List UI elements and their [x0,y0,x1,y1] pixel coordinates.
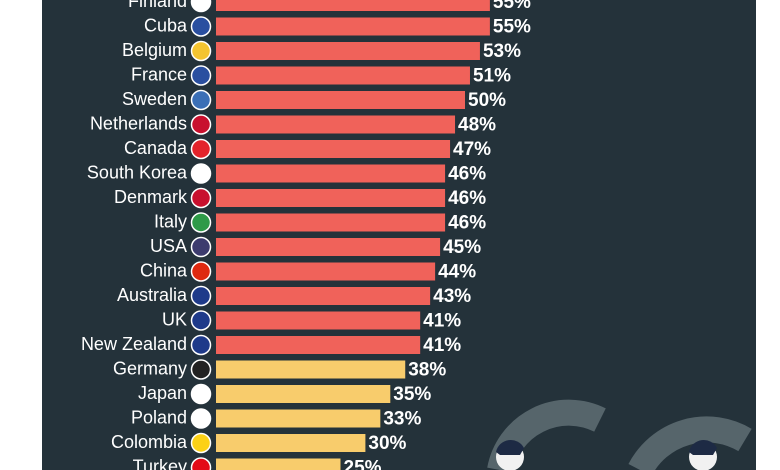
flag-icon [190,212,212,233]
flag-icon [190,334,212,356]
flag-icon [190,65,212,86]
flag-icon [190,310,212,331]
value-label: 55% [493,0,531,13]
bar [216,287,431,305]
category-label: Belgium [122,40,187,60]
flag-icon [190,163,212,184]
value-label: 51% [473,66,511,87]
bar [216,238,441,256]
category-label: Germany [113,358,187,378]
category-label: UK [162,309,187,329]
flag-icon [190,16,212,37]
bar [216,360,406,379]
value-label: 41% [423,335,461,356]
category-label: France [131,64,187,84]
bar [216,213,446,232]
flag-icon [190,89,212,111]
value-label: 43% [433,286,471,307]
bar [216,262,436,281]
category-label: China [140,260,188,280]
bars: Finland 55% Cuba 55% Belgium 53% France 51% Swed… [81,0,531,470]
value-label: 50% [468,90,506,111]
value-label: 53% [483,41,521,62]
value-label: 38% [408,360,446,381]
flag-icon [190,236,212,258]
decor-faces [496,439,717,470]
bar [216,164,446,183]
bar [216,409,381,428]
value-label: 45% [443,237,481,258]
bar [216,42,480,60]
category-label: New Zealand [81,334,187,354]
value-label: 48% [458,115,496,136]
flag-icon [190,40,212,62]
bar [216,434,366,452]
category-label: Australia [117,285,188,305]
category-label: Cuba [144,15,188,35]
value-label: 44% [438,262,476,283]
bar [216,115,456,134]
bar [216,66,470,85]
flag-icon [190,408,212,429]
category-label: South Korea [87,162,188,182]
bar [216,336,421,354]
flag-icon [190,359,212,380]
value-label: 41% [423,311,461,332]
value-label: 46% [448,213,486,234]
value-label: 46% [448,164,486,185]
flag-icon [190,383,212,405]
value-label: 46% [448,188,486,209]
value-label: 55% [493,17,531,38]
bar [216,17,490,36]
bar [216,189,446,207]
flag-icon [190,138,212,160]
flag-icon [190,432,212,454]
category-label: Netherlands [90,113,187,133]
category-label: Poland [131,407,187,427]
bar [216,140,451,158]
bar [216,311,421,330]
bar [216,458,341,470]
flag-icon [190,457,212,470]
category-label: Denmark [114,187,188,207]
category-label: Turkey [133,456,187,470]
flag-icon [190,114,212,135]
flag-icon [190,0,212,13]
flag-icon [190,187,212,209]
category-label: Japan [138,383,187,403]
decor-hair [689,439,717,455]
value-label: 25% [344,458,382,470]
decor-arc [628,416,752,470]
bar [216,91,465,109]
category-label: Canada [124,138,188,158]
value-label: 47% [453,139,491,160]
value-label: 33% [383,409,421,430]
bar [216,0,490,11]
flag-icon [190,285,212,307]
decor-hair [496,439,524,455]
flag-icon [190,261,212,282]
category-label: Sweden [122,89,187,109]
category-label: Finland [128,0,187,11]
category-label: Italy [154,211,187,231]
category-label: USA [150,236,187,256]
value-label: 35% [393,384,431,405]
category-label: Colombia [111,432,188,452]
value-label: 30% [368,433,406,454]
bar [216,385,391,403]
